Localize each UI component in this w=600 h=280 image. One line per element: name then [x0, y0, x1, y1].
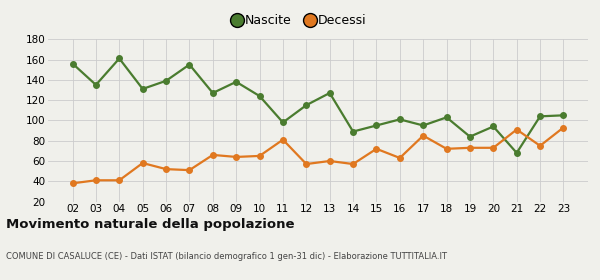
Legend: Nascite, Decessi: Nascite, Decessi — [229, 9, 371, 32]
Text: Movimento naturale della popolazione: Movimento naturale della popolazione — [6, 218, 295, 231]
Text: COMUNE DI CASALUCE (CE) - Dati ISTAT (bilancio demografico 1 gen-31 dic) - Elabo: COMUNE DI CASALUCE (CE) - Dati ISTAT (bi… — [6, 252, 447, 261]
